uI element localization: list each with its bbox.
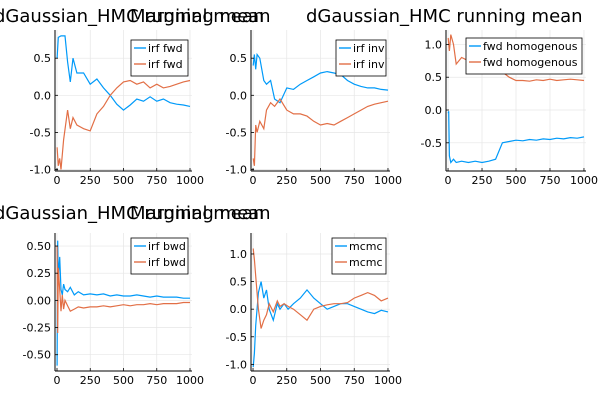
series-line-2 bbox=[252, 248, 389, 329]
x-tick-label: 500 bbox=[310, 374, 331, 387]
legend-label: fwd homogenous bbox=[483, 40, 578, 53]
y-tick-label: -0.5 bbox=[30, 126, 51, 139]
plot-title: dGaussian_HMC running mean bbox=[0, 6, 271, 27]
x-tick-label: 0 bbox=[250, 374, 257, 387]
legend-label: irf bwd bbox=[148, 256, 186, 269]
y-tick-label: 0.0 bbox=[34, 89, 52, 102]
legend-label: irf inv bbox=[353, 42, 385, 55]
plot-title: Marginal mean bbox=[130, 6, 264, 27]
y-tick-label: 0.25 bbox=[27, 267, 52, 280]
x-tick-label: 250 bbox=[80, 174, 101, 187]
y-tick-label: 0.5 bbox=[34, 52, 52, 65]
x-tick-label: 750 bbox=[539, 174, 560, 187]
y-tick-label: 0.0 bbox=[230, 303, 248, 316]
x-tick-label: 500 bbox=[506, 174, 527, 187]
legend-label: irf bwd bbox=[148, 240, 186, 253]
legend-label: mcmc bbox=[349, 256, 383, 269]
legend-label: irf fwd bbox=[148, 42, 183, 55]
x-tick-label: 750 bbox=[146, 374, 167, 387]
series-line-1 bbox=[56, 240, 190, 366]
subplot-4: 0 250 500 750 1000-0.50-0.250.000.250.50 irf … bbox=[0, 203, 271, 387]
legend-label: irf fwd bbox=[148, 58, 183, 71]
legend-box bbox=[465, 37, 583, 75]
x-tick-label: 750 bbox=[344, 374, 365, 387]
x-tick-label: 500 bbox=[113, 174, 134, 187]
y-tick-label: -1.0 bbox=[226, 358, 247, 371]
series-line-2 bbox=[447, 34, 585, 82]
x-tick-label: 500 bbox=[310, 174, 331, 187]
x-tick-label: 1000 bbox=[176, 174, 204, 187]
x-tick-label: 0 bbox=[250, 174, 257, 187]
x-tick-label: 750 bbox=[146, 174, 167, 187]
plot-title: dGaussian_HMC running mean bbox=[0, 203, 271, 224]
legend-label: irf inv bbox=[353, 58, 385, 71]
x-tick-label: 250 bbox=[276, 374, 297, 387]
legend-box bbox=[130, 39, 189, 77]
y-tick-label: -0.50 bbox=[23, 349, 51, 362]
legend-box bbox=[335, 39, 387, 77]
y-tick-label: -0.5 bbox=[226, 126, 247, 139]
subplot-3: 0 250 500 750 1000 -0.5 0.0 0.5 1.0 fwd homogenou… bbox=[306, 6, 598, 187]
y-tick-label: -1.0 bbox=[226, 164, 247, 177]
legend-box bbox=[130, 237, 189, 275]
legend-label: fwd homogenous bbox=[483, 56, 578, 69]
x-tick-label: 500 bbox=[113, 374, 134, 387]
y-tick-label: 0.0 bbox=[230, 89, 248, 102]
legend-label: mcmc bbox=[349, 240, 383, 253]
y-tick-label: -0.5 bbox=[226, 331, 247, 344]
y-tick-label: 1.0 bbox=[425, 38, 443, 51]
y-tick-label: 1.0 bbox=[230, 248, 248, 261]
series-line-1 bbox=[252, 281, 389, 368]
y-tick-label: 0.5 bbox=[425, 71, 443, 84]
y-tick-label: -0.25 bbox=[23, 322, 51, 335]
y-tick-label: 0.0 bbox=[425, 104, 443, 117]
plot-title: dGaussian_HMC running mean bbox=[306, 6, 583, 27]
plot-title: Marginal mean bbox=[130, 203, 264, 224]
x-tick-label: 1000 bbox=[570, 174, 598, 187]
x-tick-label: 1000 bbox=[176, 374, 204, 387]
x-tick-label: 0 bbox=[53, 374, 60, 387]
y-tick-label: 0.50 bbox=[27, 240, 52, 253]
series-line-2 bbox=[56, 79, 191, 170]
subplot-1: 0 250 500 750 1000 -1.0 -0.5 0.0 0.5 irf fwd irf f… bbox=[0, 6, 271, 187]
y-tick-label: -1.0 bbox=[30, 164, 51, 177]
x-tick-label: 250 bbox=[472, 174, 493, 187]
x-tick-label: 750 bbox=[344, 174, 365, 187]
y-tick-label: 0.5 bbox=[230, 52, 248, 65]
y-tick-label: 0.00 bbox=[27, 294, 52, 307]
subplot-5: 0 250 500 750 1000 -1.0 -0.5 0.0 0.5 1.0 mcmc mcmc M… bbox=[130, 203, 402, 387]
legend-box bbox=[331, 237, 387, 275]
x-tick-label: 1000 bbox=[374, 374, 402, 387]
subplot-2: 0 250 500 750 1000 -1.0 -0.5 0.0 0.5 irf inv irf i… bbox=[130, 6, 402, 187]
x-tick-label: 250 bbox=[80, 374, 101, 387]
series-line-2 bbox=[252, 97, 389, 166]
series-line-1 bbox=[447, 111, 585, 164]
x-tick-label: 250 bbox=[276, 174, 297, 187]
y-tick-label: -0.5 bbox=[421, 137, 442, 150]
series-line-2 bbox=[56, 245, 190, 334]
series-line-1 bbox=[252, 52, 389, 104]
y-tick-label: 0.5 bbox=[230, 276, 248, 289]
x-tick-label: 1000 bbox=[374, 174, 402, 187]
x-tick-label: 0 bbox=[445, 174, 452, 187]
x-tick-label: 0 bbox=[53, 174, 60, 187]
